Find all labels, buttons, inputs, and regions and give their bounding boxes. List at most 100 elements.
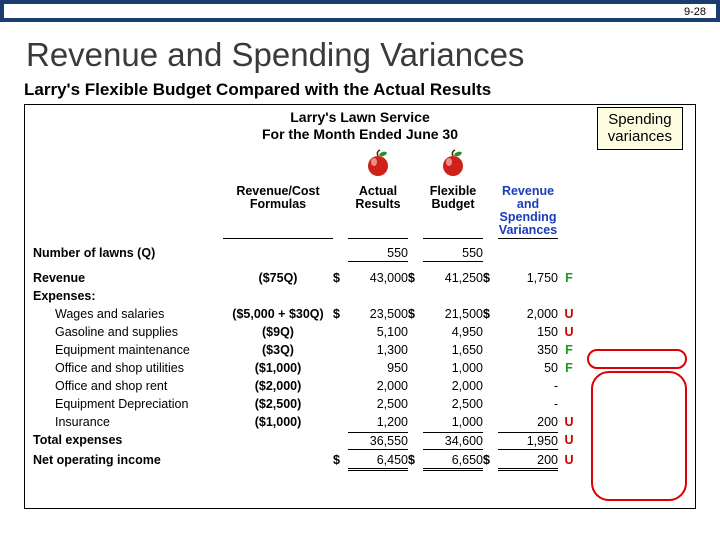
row-var: 350 bbox=[498, 342, 558, 358]
row-budget: 1,000 bbox=[423, 414, 483, 430]
dollar-sign bbox=[333, 396, 348, 412]
row-flag: U bbox=[558, 306, 580, 322]
table-row: Insurance($1,000) 1,200 1,000 200U bbox=[33, 414, 687, 430]
dollar-sign bbox=[408, 360, 423, 376]
row-formula: ($9Q) bbox=[223, 324, 333, 340]
row-label: Equipment maintenance bbox=[33, 342, 223, 358]
col-header-actual: Actual Results bbox=[348, 184, 408, 240]
row-var: 50 bbox=[498, 360, 558, 376]
table-row: Gasoline and supplies($9Q) 5,100 4,950 150U bbox=[33, 324, 687, 340]
row-flag: U bbox=[558, 324, 580, 340]
row-var: 150 bbox=[498, 324, 558, 340]
apple-icon bbox=[353, 148, 403, 181]
dollar-sign bbox=[333, 342, 348, 358]
row-budget: 1,650 bbox=[423, 342, 483, 358]
expenses-label: Expenses: bbox=[33, 288, 223, 304]
dollar-sign: $ bbox=[483, 306, 498, 322]
dollar-sign bbox=[333, 378, 348, 394]
table-row: Equipment Depreciation($2,500) 2,500 2,500… bbox=[33, 396, 687, 412]
row-formula: ($2,500) bbox=[223, 396, 333, 412]
dollar-sign: $ bbox=[483, 452, 498, 471]
dollar-sign bbox=[333, 360, 348, 376]
slide-top-inner: 9-28 bbox=[3, 3, 717, 19]
slide-subtitle: Larry's Flexible Budget Compared with th… bbox=[24, 80, 720, 100]
col-header-budget: Flexible Budget bbox=[423, 184, 483, 240]
report-period: For the Month Ended June 30 bbox=[33, 126, 687, 143]
dollar-sign bbox=[483, 342, 498, 358]
table-row: Equipment maintenance($3Q) 1,300 1,650 350F bbox=[33, 342, 687, 358]
row-label: Office and shop utilities bbox=[33, 360, 223, 376]
row-formula: ($5,000 + $30Q) bbox=[223, 306, 333, 322]
row-var: - bbox=[498, 396, 558, 412]
row-revenue-actual: 43,000 bbox=[348, 270, 408, 286]
dollar-sign bbox=[483, 378, 498, 394]
dollar-sign: $ bbox=[483, 270, 498, 286]
callout-box: Spending variances bbox=[597, 107, 683, 150]
dollar-sign bbox=[408, 324, 423, 340]
row-total-exp-budget: 34,600 bbox=[423, 432, 483, 450]
row-noi-var: 200 bbox=[498, 452, 558, 471]
row-revenue-var: 1,750 bbox=[498, 270, 558, 286]
row-noi-budget: 6,650 bbox=[423, 452, 483, 471]
row-actual: 23,500 bbox=[348, 306, 408, 322]
report-table: Spending variances Larry's Lawn Service … bbox=[24, 104, 696, 509]
dollar-sign bbox=[483, 414, 498, 430]
dollar-sign bbox=[483, 324, 498, 340]
row-actual: 950 bbox=[348, 360, 408, 376]
dollar-sign bbox=[333, 324, 348, 340]
row-budget: 21,500 bbox=[423, 306, 483, 322]
dollar-sign: $ bbox=[408, 452, 423, 471]
row-budget: 4,950 bbox=[423, 324, 483, 340]
row-formula: ($2,000) bbox=[223, 378, 333, 394]
row-flag: F bbox=[558, 360, 580, 376]
row-label: Gasoline and supplies bbox=[33, 324, 223, 340]
dollar-sign bbox=[333, 414, 348, 430]
dollar-sign: $ bbox=[333, 306, 348, 322]
row-noi-actual: 6,450 bbox=[348, 452, 408, 471]
dollar-sign bbox=[408, 414, 423, 430]
row-formula: ($1,000) bbox=[223, 360, 333, 376]
slide-top-bar: 9-28 bbox=[0, 0, 720, 22]
dollar-sign: $ bbox=[333, 452, 348, 471]
row-budget: 2,000 bbox=[423, 378, 483, 394]
row-revenue-formula: ($75Q) bbox=[223, 270, 333, 286]
table-row: Wages and salaries($5,000 + $30Q)$23,500… bbox=[33, 306, 687, 322]
dollar-sign: $ bbox=[333, 270, 348, 286]
row-actual: 1,200 bbox=[348, 414, 408, 430]
row-revenue-label: Revenue bbox=[33, 270, 223, 286]
row-budget: 1,000 bbox=[423, 360, 483, 376]
row-var: - bbox=[498, 378, 558, 394]
row-lawns-actual: 550 bbox=[348, 245, 408, 262]
row-revenue-flag: F bbox=[558, 270, 580, 286]
row-noi-label: Net operating income bbox=[33, 452, 223, 471]
slide-title: Revenue and Spending Variances bbox=[26, 36, 720, 74]
row-formula: ($1,000) bbox=[223, 414, 333, 430]
row-budget: 2,500 bbox=[423, 396, 483, 412]
col-header-variances: Revenue and Spending Variances bbox=[498, 184, 558, 240]
row-flag bbox=[558, 396, 580, 412]
row-actual: 1,300 bbox=[348, 342, 408, 358]
row-var: 2,000 bbox=[498, 306, 558, 322]
row-total-exp-label: Total expenses bbox=[33, 432, 223, 450]
row-flag: F bbox=[558, 342, 580, 358]
row-label: Wages and salaries bbox=[33, 306, 223, 322]
row-lawns-label: Number of lawns (Q) bbox=[33, 245, 223, 262]
row-label: Equipment Depreciation bbox=[33, 396, 223, 412]
row-actual: 5,100 bbox=[348, 324, 408, 340]
row-total-exp-flag: U bbox=[558, 432, 580, 450]
row-formula: ($3Q) bbox=[223, 342, 333, 358]
dollar-sign bbox=[483, 360, 498, 376]
row-actual: 2,500 bbox=[348, 396, 408, 412]
row-lawns-budget: 550 bbox=[423, 245, 483, 262]
row-noi-flag: U bbox=[558, 452, 580, 471]
row-flag: U bbox=[558, 414, 580, 430]
dollar-sign bbox=[408, 396, 423, 412]
row-actual: 2,000 bbox=[348, 378, 408, 394]
row-label: Insurance bbox=[33, 414, 223, 430]
table-row: Office and shop rent($2,000)2,0002,000- bbox=[33, 378, 687, 394]
row-total-exp-actual: 36,550 bbox=[348, 432, 408, 450]
row-flag bbox=[558, 378, 580, 394]
row-var: 200 bbox=[498, 414, 558, 430]
company-name: Larry's Lawn Service bbox=[33, 109, 687, 126]
apple-icon bbox=[428, 148, 478, 181]
